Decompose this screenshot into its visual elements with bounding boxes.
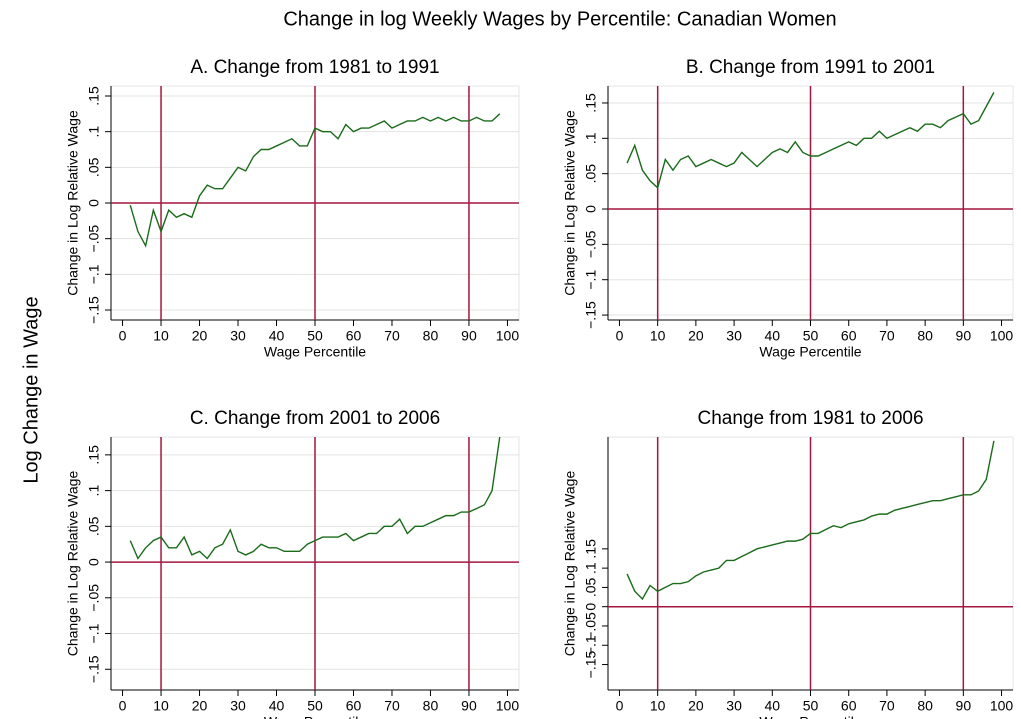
- x-tick-label: 100: [990, 328, 1014, 344]
- data-line: [129, 113, 501, 248]
- x-tick-label: 80: [423, 698, 439, 714]
- panel-title: B. Change from 1991 to 2001: [686, 57, 935, 78]
- y-tick-label: 0: [583, 205, 599, 213]
- x-tick-label: 60: [841, 698, 857, 714]
- x-tick-label: 100: [990, 698, 1014, 714]
- data-line: [129, 436, 501, 560]
- x-tick-label: 80: [917, 328, 933, 344]
- x-axis-label: Wage Percentile: [264, 344, 366, 360]
- x-axis-label: Wage Percentile: [759, 344, 861, 360]
- x-tick-label: 90: [461, 328, 477, 344]
- y-tick-label: −.05: [86, 584, 102, 612]
- y-axis-label: Change in Log Relative Wage: [562, 471, 578, 657]
- x-tick-label: 10: [153, 328, 169, 344]
- x-tick-label: 20: [192, 328, 208, 344]
- x-tick-label: 0: [119, 698, 127, 714]
- y-tick-label: .15: [86, 445, 102, 465]
- y-tick-label: −.15: [583, 301, 599, 329]
- x-tick-label: 50: [803, 328, 819, 344]
- x-tick-label: 80: [917, 698, 933, 714]
- x-tick-label: 50: [307, 698, 323, 714]
- x-tick-label: 50: [307, 328, 323, 344]
- y-tick-label: −.1: [86, 264, 102, 284]
- y-tick-label: .15: [86, 86, 102, 106]
- y-tick-label: .1: [583, 562, 599, 574]
- y-axis-label: Change in Log Relative Wage: [65, 471, 81, 657]
- x-tick-label: 100: [496, 698, 520, 714]
- y-tick-label: .05: [583, 577, 599, 597]
- panel-title: A. Change from 1981 to 1991: [190, 57, 439, 78]
- x-tick-label: 10: [153, 698, 169, 714]
- y-tick-label: −.15: [86, 655, 102, 683]
- x-tick-label: 10: [650, 328, 666, 344]
- x-tick-label: 40: [269, 328, 285, 344]
- x-axis-label: Wage Percentile: [759, 714, 861, 719]
- x-tick-label: 20: [688, 328, 704, 344]
- y-tick-label: .05: [583, 164, 599, 184]
- x-tick-label: 70: [384, 328, 400, 344]
- y-tick-label: −.05: [583, 612, 599, 640]
- x-tick-label: 0: [616, 328, 624, 344]
- y-tick-label: .1: [86, 126, 102, 138]
- y-axis-label: Change in Log Relative Wage: [65, 110, 81, 296]
- x-tick-label: 50: [803, 698, 819, 714]
- x-tick-label: 0: [616, 698, 624, 714]
- x-tick-label: 60: [841, 328, 857, 344]
- y-tick-label: .15: [583, 539, 599, 559]
- y-tick-label: .1: [86, 485, 102, 497]
- y-tick-label: −.15: [583, 651, 599, 679]
- y-tick-label: −.1: [583, 270, 599, 290]
- y-tick-label: −.1: [86, 623, 102, 643]
- x-tick-label: 40: [765, 698, 781, 714]
- data-line: [626, 92, 995, 190]
- data-line: [626, 440, 995, 601]
- figure-y-label: Log Change in Wage: [20, 296, 42, 483]
- x-tick-label: 10: [650, 698, 666, 714]
- x-tick-label: 20: [192, 698, 208, 714]
- y-tick-label: .15: [583, 93, 599, 113]
- y-tick-label: −.05: [86, 225, 102, 253]
- x-tick-label: 30: [726, 698, 742, 714]
- x-tick-label: 0: [119, 328, 127, 344]
- x-tick-label: 40: [269, 698, 285, 714]
- x-tick-label: 80: [423, 328, 439, 344]
- x-tick-label: 70: [879, 698, 895, 714]
- x-tick-label: 30: [230, 698, 246, 714]
- x-tick-label: 30: [726, 328, 742, 344]
- y-tick-label: .1: [583, 132, 599, 144]
- y-tick-label: −.1: [583, 635, 599, 655]
- panel-title: Change from 1981 to 2006: [697, 408, 923, 429]
- x-tick-label: 70: [879, 328, 895, 344]
- x-tick-label: 60: [346, 698, 362, 714]
- x-tick-label: 90: [461, 698, 477, 714]
- x-tick-label: 100: [496, 328, 520, 344]
- x-tick-label: 90: [956, 698, 972, 714]
- x-tick-label: 60: [346, 328, 362, 344]
- y-tick-label: −.15: [86, 296, 102, 324]
- figure-title: Change in log Weekly Wages by Percentile…: [283, 8, 836, 30]
- y-tick-label: 0: [86, 199, 102, 207]
- y-axis-label: Change in Log Relative Wage: [562, 110, 578, 296]
- panel-title: C. Change from 2001 to 2006: [190, 408, 440, 429]
- x-tick-label: 70: [384, 698, 400, 714]
- x-tick-label: 20: [688, 698, 704, 714]
- y-tick-label: 0: [583, 603, 599, 611]
- y-tick-label: .05: [86, 157, 102, 177]
- y-tick-label: 0: [86, 558, 102, 566]
- x-tick-label: 90: [956, 328, 972, 344]
- y-tick-label: .05: [86, 516, 102, 536]
- x-tick-label: 40: [765, 328, 781, 344]
- x-axis-label: Wage Percentile: [264, 714, 366, 719]
- x-tick-label: 30: [230, 328, 246, 344]
- y-tick-label: −.05: [583, 230, 599, 258]
